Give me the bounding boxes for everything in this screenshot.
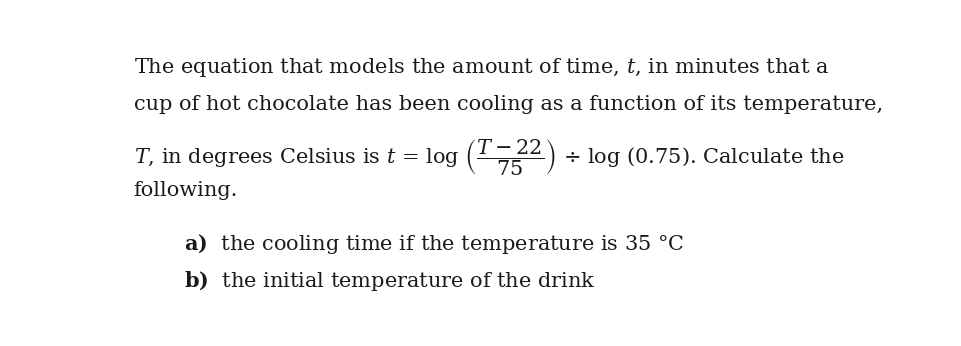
Text: The equation that models the amount of time, $t$, in minutes that a: The equation that models the amount of t… [134,56,827,79]
Text: following.: following. [134,181,237,200]
Text: $T$, in degrees Celsius is $t$ = log $\left(\dfrac{T-22}{75}\right)$ $\div$ log : $T$, in degrees Celsius is $t$ = log $\l… [134,137,843,178]
Text: $\mathbf{b)}$  the initial temperature of the drink: $\mathbf{b)}$ the initial temperature of… [184,269,595,293]
Text: cup of hot chocolate has been cooling as a function of its temperature,: cup of hot chocolate has been cooling as… [134,95,882,114]
Text: $\mathbf{a)}$  the cooling time if the temperature is 35 °C: $\mathbf{a)}$ the cooling time if the te… [184,232,683,256]
